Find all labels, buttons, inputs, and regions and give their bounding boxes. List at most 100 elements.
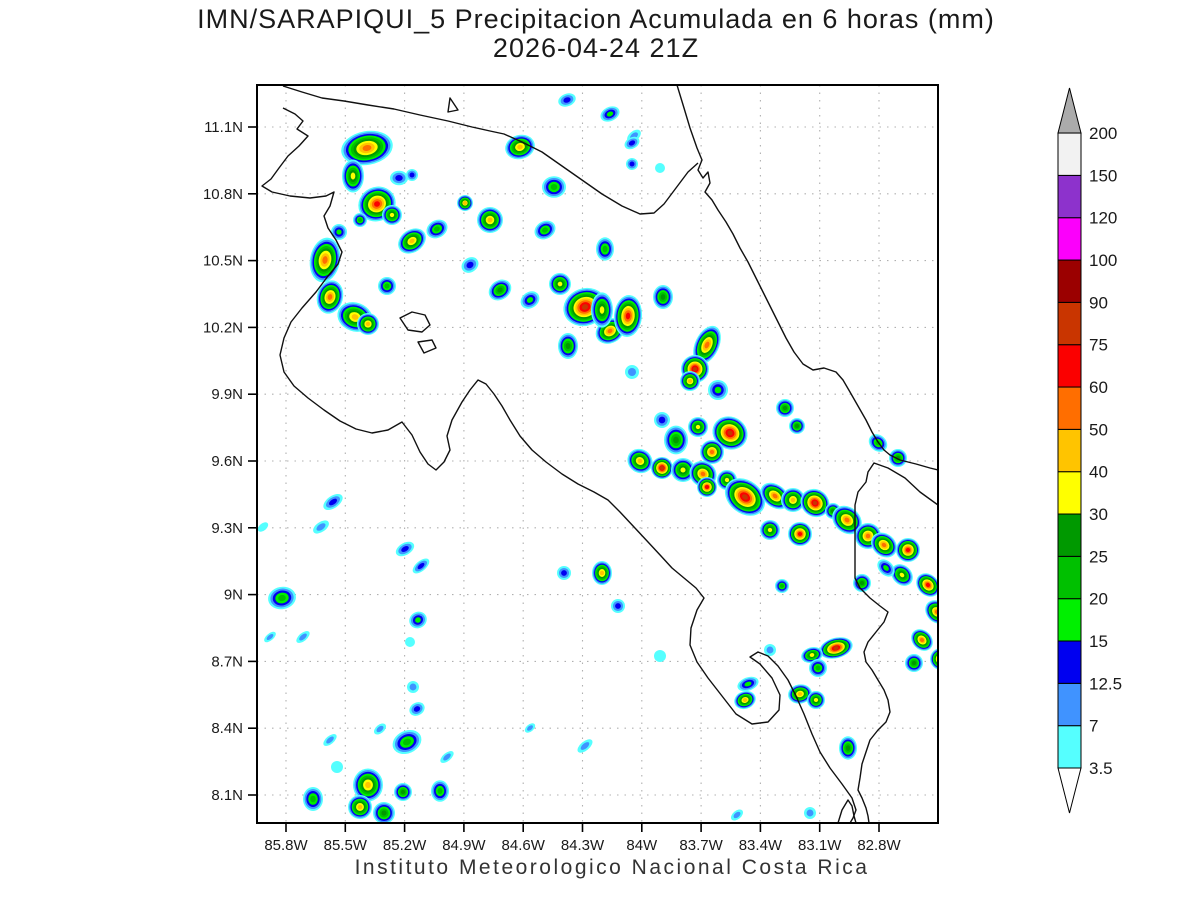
precip-contour-ring (704, 485, 710, 489)
precip-cell (303, 787, 323, 811)
precip-cell (407, 681, 419, 693)
precip-contour-ring (700, 471, 706, 477)
colorbar-level-label: 120 (1089, 209, 1117, 228)
precip-contour-ring (772, 493, 778, 499)
precip-cell (734, 690, 756, 710)
lon-tick-label: 83.7W (679, 837, 723, 854)
precip-contour-ring (627, 367, 637, 377)
precip-cell (681, 355, 709, 383)
precip-contour-ring (526, 297, 534, 303)
precip-contour-ring (881, 542, 887, 548)
colorbar-box (1057, 301, 1082, 346)
precip-contour-ring (779, 584, 785, 588)
precip-cell (264, 631, 276, 643)
precip-contour-ring (790, 497, 796, 503)
lat-tick-label: 8.4N (211, 720, 243, 737)
precip-cell (655, 163, 665, 173)
lat-tick-label: 8.7N (211, 653, 243, 670)
precip-contour-ring (434, 226, 440, 232)
precip-contour-ring (655, 163, 665, 173)
precip-contour-ring (563, 97, 571, 103)
precip-contour-ring (606, 111, 614, 117)
precip-contour-ring (278, 594, 286, 602)
precip-contour-ring (487, 217, 493, 223)
precip-contour-ring (257, 522, 269, 532)
precip-contour-ring (550, 184, 558, 190)
precip-cell (390, 170, 408, 186)
colorbar-box (1057, 555, 1082, 600)
precip-cell (680, 371, 700, 391)
precip-contour-ring (680, 467, 686, 473)
lon-tick-label: 83.4W (739, 837, 783, 854)
precipitation-shading-layer (257, 93, 943, 823)
precip-cell (440, 751, 454, 763)
precip-cell (331, 224, 347, 240)
precip-cell (889, 449, 907, 467)
precip-cell (395, 541, 415, 557)
precip-contour-ring (409, 683, 417, 691)
lat-tick-label: 11.1N (204, 119, 243, 136)
precip-contour-ring (409, 172, 415, 178)
caribbean-coast (676, 85, 938, 471)
precip-cell (398, 228, 426, 254)
colorbar-box (1057, 174, 1082, 219)
precip-cell (353, 768, 383, 802)
precip-contour-ring (812, 500, 818, 506)
colorbar-box (1057, 598, 1082, 642)
precip-contour-ring (437, 788, 443, 794)
precip-cell (671, 458, 695, 482)
precip-contour-ring (883, 565, 889, 571)
precip-contour-ring (733, 811, 741, 819)
precip-cell (877, 559, 895, 577)
precip-contour-ring (350, 172, 356, 180)
colorbar-box (1057, 725, 1082, 769)
precip-contour-ring (704, 341, 710, 349)
precip-contour-ring (859, 580, 865, 586)
precip-cell (809, 659, 827, 677)
precip-contour-ring (557, 281, 563, 287)
precip-contour-ring (628, 140, 636, 146)
precip-contour-ring (561, 570, 567, 576)
precip-cell (626, 158, 638, 170)
lon-tick-label: 85.5W (324, 837, 368, 854)
precip-contour-ring (365, 321, 371, 327)
precip-cell (323, 734, 337, 746)
precip-contour-ring (599, 306, 605, 314)
precip-contour-ring (813, 698, 819, 702)
precip-cell (357, 313, 379, 335)
chart-title: IMN/SARAPIQUI_5 Precipitacion Acumulada … (197, 4, 995, 34)
colorbar-over-arrow (1057, 87, 1082, 134)
precip-contour-ring (565, 342, 571, 350)
axis-ticks-and-labels: 85.8W 85.5W 85.2W 84.9W 84.6W 84.3W 84W 83.7W 83… (203, 119, 902, 854)
colorbar-box (1057, 471, 1082, 515)
precip-contour-ring (443, 753, 451, 761)
precip-cell (534, 220, 556, 240)
precip-contour-ring (654, 650, 666, 662)
precip-cell (296, 631, 310, 643)
precip-cell (804, 807, 816, 819)
precip-cell (557, 566, 571, 580)
precip-cell (348, 795, 372, 819)
precip-contour-ring (845, 745, 851, 751)
precip-contour-ring (809, 652, 815, 658)
colorbar-box (1057, 682, 1082, 727)
precip-contour-ring (899, 572, 905, 578)
precip-cell (431, 780, 449, 802)
precip-cell (341, 130, 393, 166)
precip-contour-ring (581, 304, 589, 310)
precip-contour-ring (602, 245, 608, 253)
punta-burica (837, 799, 857, 823)
precip-contour-ring (919, 637, 925, 643)
precip-cell (477, 207, 503, 233)
precip-cell (624, 136, 640, 150)
precip-contour-ring (939, 657, 943, 661)
colorbar-level-label: 25 (1089, 547, 1108, 566)
precip-contour-ring (462, 201, 468, 205)
precip-contour-ring (336, 229, 342, 235)
colorbar-box (1057, 386, 1082, 430)
precip-contour-ring (727, 430, 733, 436)
nicoya-gulf-island-2 (417, 339, 437, 354)
colorbar-level-label: 3.5 (1089, 759, 1113, 778)
precip-contour-ring (695, 424, 701, 430)
